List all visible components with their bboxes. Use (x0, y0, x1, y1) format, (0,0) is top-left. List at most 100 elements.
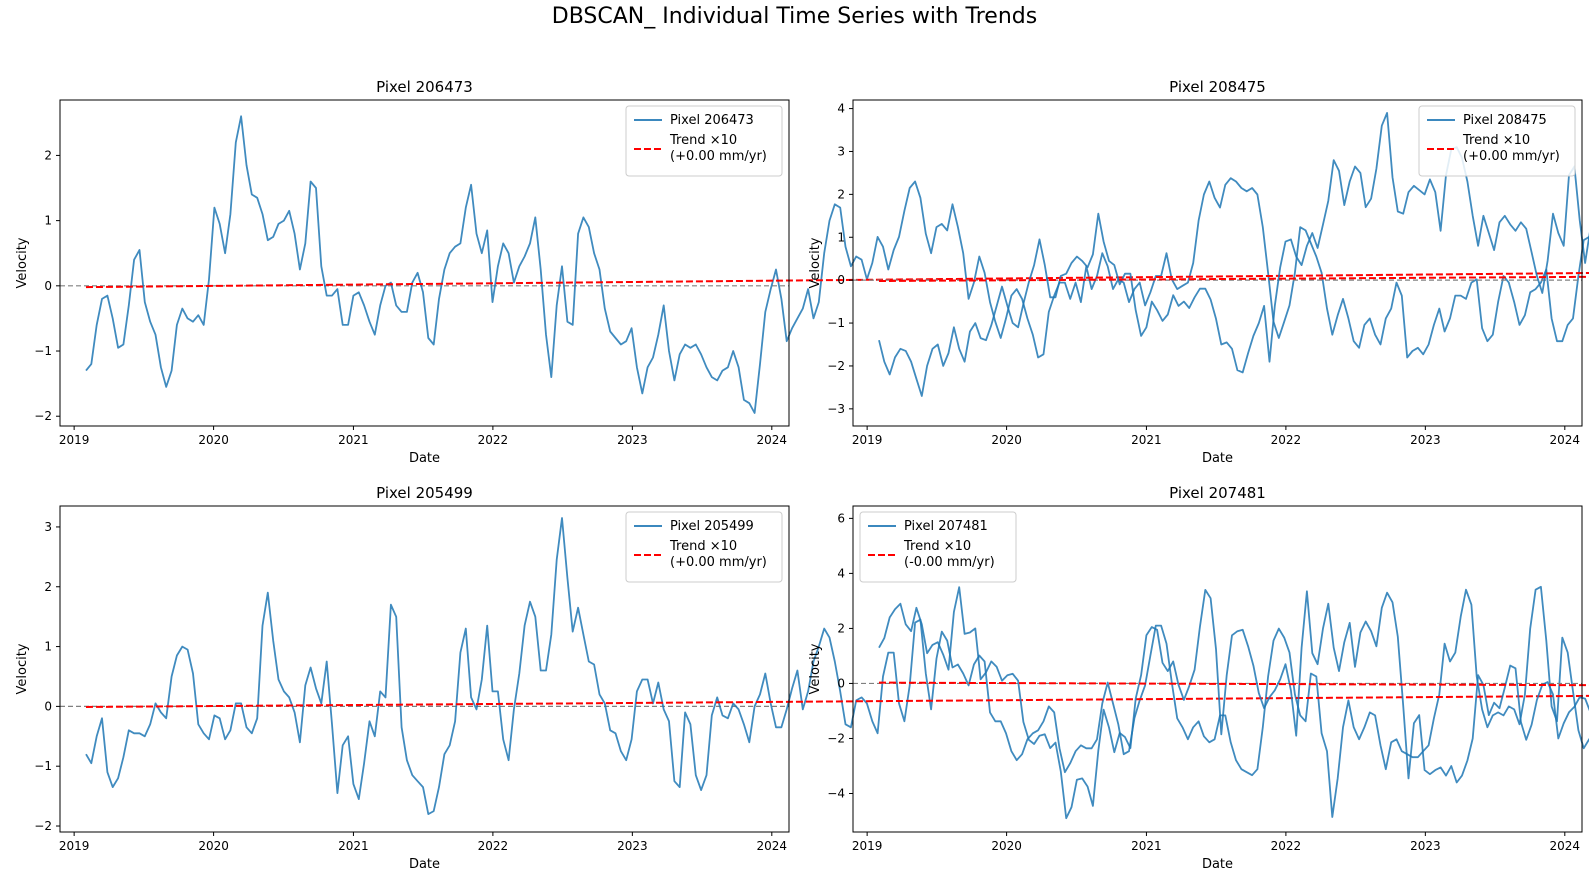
y-tick-label: −4 (827, 786, 845, 800)
legend-label-series: Pixel 208475 (1463, 113, 1547, 128)
y-axis-label: Velocity (808, 643, 823, 694)
x-tick-label: 2021 (1131, 433, 1162, 447)
series-line (878, 112, 1589, 397)
legend-box (625, 511, 783, 583)
legend: Pixel 208475 Trend ×10 (+0.00 mm/yr) (1418, 105, 1576, 177)
subplot-2: Pixel 208475 2019 2020 2021 2022 2023 2024 −3 −2… (808, 78, 1589, 466)
x-tick-label: 2023 (617, 433, 648, 447)
x-tick-label: 2023 (1410, 839, 1441, 853)
legend-box (625, 105, 783, 177)
x-tick-label: 2024 (757, 839, 788, 853)
y-tick-label: 2 (837, 187, 845, 201)
y-tick-label: 3 (837, 144, 845, 158)
y-tick-label: −2 (34, 409, 52, 423)
y-tick-label: 3 (44, 520, 52, 534)
legend-label-series: Pixel 206473 (670, 113, 754, 128)
trend-line (878, 681, 1589, 687)
y-tick-label: 1 (837, 230, 845, 244)
legend-label-trend-line: (-0.00 mm/yr) (904, 555, 995, 570)
legend-label-trend-line: (+0.00 mm/yr) (670, 149, 767, 164)
x-tick-label: 2020 (991, 433, 1022, 447)
y-tick-label: 4 (837, 566, 845, 580)
y-tick-label: −2 (34, 819, 52, 833)
plot-frame (852, 99, 1583, 427)
x-tick-label: 2019 (852, 839, 883, 853)
legend: Pixel 206473 Trend ×10 (+0.00 mm/yr) (625, 105, 783, 177)
y-tick-label: −1 (827, 316, 845, 330)
x-tick-label: 2024 (1550, 839, 1581, 853)
legend: Pixel 205499 Trend ×10 (+0.00 mm/yr) (625, 511, 783, 583)
x-tick-label: 2022 (478, 433, 509, 447)
trend-line (85, 694, 1589, 708)
y-axis-label: Velocity (15, 643, 30, 694)
x-tick-label: 2021 (338, 839, 369, 853)
y-tick-label: 2 (837, 621, 845, 635)
x-tick-label: 2020 (198, 839, 229, 853)
legend-label-series: Pixel 207481 (904, 519, 988, 534)
subplot-title: Pixel 206473 (376, 78, 473, 96)
x-tick-label: 2023 (617, 839, 648, 853)
legend-label-trend-line: (+0.00 mm/yr) (670, 555, 767, 570)
y-tick-label: 0 (44, 279, 52, 293)
x-tick-label: 2022 (478, 839, 509, 853)
x-tick-label: 2023 (1410, 433, 1441, 447)
subplot-4: Pixel 207481 2019 2020 2021 2022 2023 2024 −4 −2… (808, 484, 1589, 872)
y-tick-label: 4 (837, 102, 845, 116)
y-axis-label: Velocity (15, 237, 30, 288)
y-tick-label: −1 (34, 344, 52, 358)
y-tick-label: 0 (44, 699, 52, 713)
y-tick-label: 1 (44, 640, 52, 654)
y-axis-label: Velocity (808, 237, 823, 288)
legend-label-trend: Trend ×10 (+0.00 mm/yr) (1462, 133, 1560, 164)
subplot-title: Pixel 207481 (1169, 484, 1266, 502)
x-tick-label: 2021 (1131, 839, 1162, 853)
series-line (878, 586, 1589, 820)
x-tick-label: 2019 (59, 433, 90, 447)
legend-label-trend-line: (+0.00 mm/yr) (1463, 149, 1560, 164)
y-tick-label: −2 (827, 731, 845, 745)
x-tick-label: 2020 (198, 433, 229, 447)
x-axis-label: Date (409, 451, 440, 466)
x-tick-label: 2024 (757, 433, 788, 447)
legend: Pixel 207481 Trend ×10 (-0.00 mm/yr) (859, 511, 1017, 583)
series-line (85, 115, 1589, 414)
x-tick-label: 2021 (338, 433, 369, 447)
legend-label-series: Pixel 205499 (670, 519, 754, 534)
legend-box (1418, 105, 1576, 177)
trend-line (878, 275, 1589, 283)
x-axis-label: Date (409, 857, 440, 872)
legend-label-trend-line: Trend ×10 (903, 539, 971, 554)
series-line (85, 517, 1589, 818)
x-tick-label: 2022 (1271, 433, 1302, 447)
y-tick-label: 2 (44, 148, 52, 162)
plot-frame (852, 505, 1583, 833)
x-axis-label: Date (1202, 857, 1233, 872)
subplot-title: Pixel 205499 (376, 484, 473, 502)
y-tick-label: 0 (837, 273, 845, 287)
legend-label-trend-line: Trend ×10 (669, 539, 737, 554)
y-tick-label: 2 (44, 580, 52, 594)
legend-label-trend: Trend ×10 (+0.00 mm/yr) (669, 133, 767, 164)
figure-title: DBSCAN_ Individual Time Series with Tren… (551, 4, 1038, 29)
legend-label-trend-line: Trend ×10 (1462, 133, 1530, 148)
x-axis-label: Date (1202, 451, 1233, 466)
y-tick-label: 1 (44, 214, 52, 228)
legend-label-trend: Trend ×10 (-0.00 mm/yr) (903, 539, 995, 570)
plot-frame (59, 505, 790, 833)
plot-frame (59, 99, 790, 427)
legend-label-trend-line: Trend ×10 (669, 133, 737, 148)
legend-label-trend: Trend ×10 (+0.00 mm/yr) (669, 539, 767, 570)
x-tick-label: 2019 (59, 839, 90, 853)
y-tick-label: 6 (837, 511, 845, 525)
x-tick-label: 2020 (991, 839, 1022, 853)
x-tick-label: 2022 (1271, 839, 1302, 853)
y-tick-label: −3 (827, 402, 845, 416)
x-tick-label: 2019 (852, 433, 883, 447)
y-tick-label: −1 (34, 759, 52, 773)
x-tick-label: 2024 (1550, 433, 1581, 447)
subplot-title: Pixel 208475 (1169, 78, 1266, 96)
legend-box (859, 511, 1017, 583)
